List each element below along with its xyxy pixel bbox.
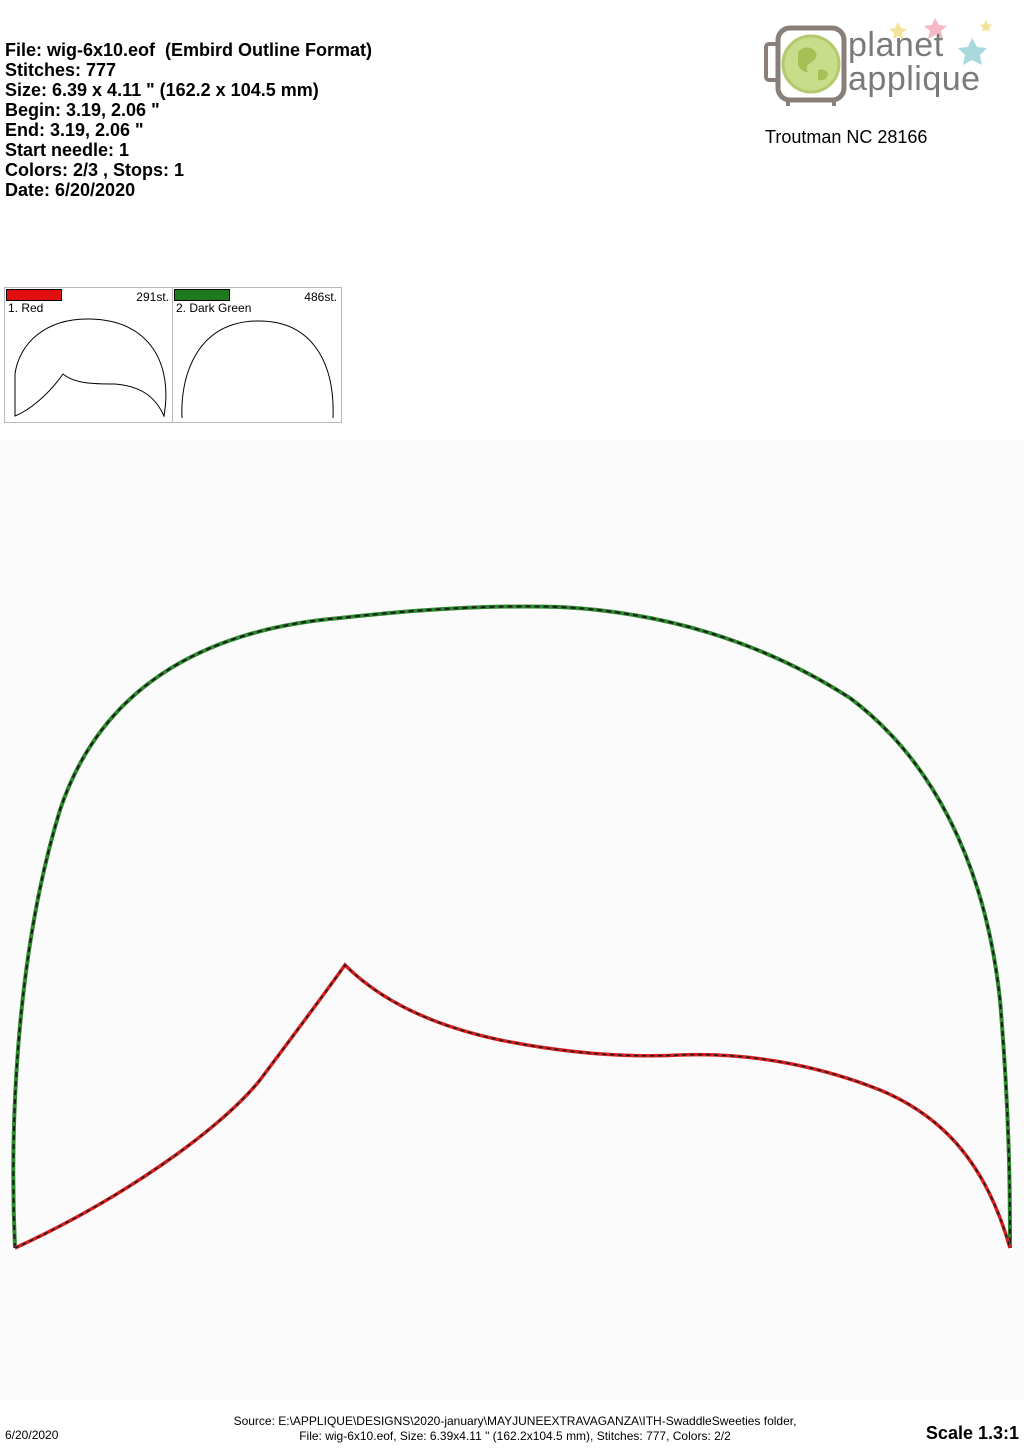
source-line-1: Source: E:\APPLIQUE\DESIGNS\2020-january… bbox=[233, 1414, 797, 1428]
design-info: File: wig-6x10.eof (Embird Outline Forma… bbox=[5, 40, 372, 200]
stitches-line: Stitches: 777 bbox=[5, 60, 117, 80]
footer-source: Source: E:\APPLIQUE\DESIGNS\2020-january… bbox=[150, 1414, 880, 1444]
palette-cell-dark-green: 486st. 2. Dark Green bbox=[173, 288, 340, 422]
color-name: 1. Red bbox=[8, 301, 44, 315]
location-text: Troutman NC 28166 bbox=[765, 127, 928, 147]
scale-label: Scale 1.3:1 bbox=[925, 1423, 1019, 1443]
red-stitch-outline bbox=[14, 962, 1012, 1250]
thumbnail-green-outline bbox=[181, 320, 334, 419]
size-line: Size: 6.39 x 4.11 " (162.2 x 104.5 mm) bbox=[5, 80, 319, 100]
stitch-count: 291st. bbox=[136, 290, 169, 304]
thumbnail-red-outline bbox=[14, 318, 167, 418]
end-line: End: 3.19, 2.06 " bbox=[5, 120, 144, 140]
start-needle-line: Start needle: 1 bbox=[5, 140, 130, 160]
planet-applique-logo-icon bbox=[764, 18, 992, 106]
source-line-2: File: wig-6x10.eof, Size: 6.39x4.11 " (1… bbox=[299, 1429, 731, 1443]
wig-outline bbox=[11, 604, 1012, 1250]
color-palette: 291st. 1. Red 486st. 2. Dark Green bbox=[4, 287, 342, 423]
palette-cell-red: 291st. 1. Red bbox=[5, 288, 173, 422]
color-swatch-dark-green bbox=[174, 289, 230, 301]
color-name: 2. Dark Green bbox=[176, 301, 252, 315]
date-line: Date: 6/20/2020 bbox=[5, 180, 136, 200]
brand-line-1: planet bbox=[848, 26, 944, 64]
stitch-count: 486st. bbox=[304, 290, 337, 304]
green-stitch-outline bbox=[11, 604, 1012, 1249]
color-swatch-red bbox=[6, 289, 62, 301]
colors-line: Colors: 2/3 , Stops: 1 bbox=[5, 160, 185, 180]
design-preview bbox=[0, 440, 1024, 1400]
file-line: File: wig-6x10.eof (Embird Outline Forma… bbox=[5, 40, 373, 60]
begin-line: Begin: 3.19, 2.06 " bbox=[5, 100, 160, 120]
brand-line-2: applique bbox=[848, 60, 981, 98]
footer-date: 6/20/2020 bbox=[5, 1428, 59, 1442]
